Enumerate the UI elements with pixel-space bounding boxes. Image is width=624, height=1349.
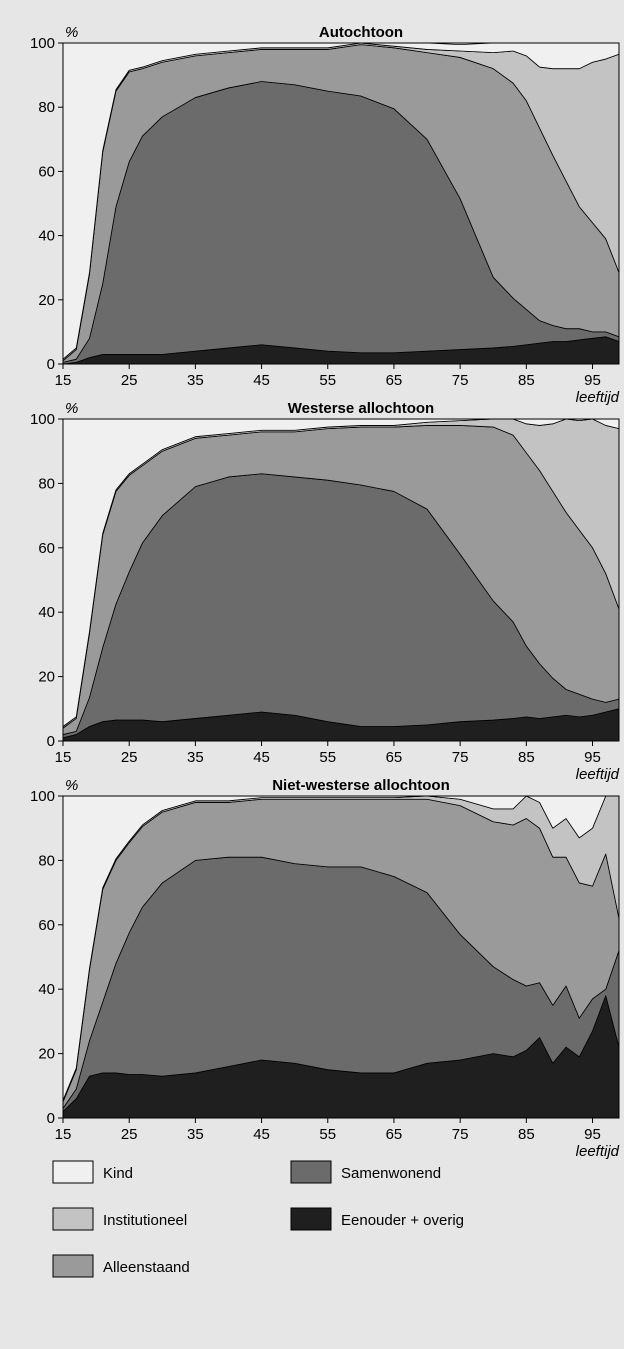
y-tick-label: 20 — [38, 1046, 55, 1063]
chart-title: Autochtoon — [319, 24, 403, 41]
x-tick-label: 15 — [55, 749, 72, 766]
legend-swatch — [290, 1207, 332, 1231]
x-tick-label: 25 — [121, 1126, 138, 1143]
y-tick-label: 40 — [38, 604, 55, 621]
x-tick-label: 65 — [386, 372, 403, 389]
x-tick-label: 45 — [253, 372, 270, 389]
chart-title: Westerse allochtoon — [288, 400, 434, 417]
x-tick-label: 65 — [386, 749, 403, 766]
x-tick-label: 55 — [319, 372, 336, 389]
chart-autochtoon: 0 20 40 60 80 100 15 25 35 45 55 65 75 85 95 Autochtoon… — [30, 24, 620, 406]
legend-item-kind: Kind — [52, 1160, 133, 1184]
chart-niet-westerse-allochtoon: 0 20 40 60 80 100 15 25 35 45 55 65 75 85 95 Niet-weste… — [30, 777, 620, 1160]
x-tick-label: 85 — [518, 1126, 535, 1143]
x-tick-label: 75 — [452, 372, 469, 389]
y-tick-label: 80 — [38, 475, 55, 492]
legend-swatch — [52, 1254, 94, 1278]
legend-label: Institutioneel — [103, 1212, 187, 1229]
legend-swatch — [52, 1160, 94, 1184]
plot-frame — [62, 42, 620, 365]
x-tick-label: 25 — [121, 372, 138, 389]
x-tick-label: 55 — [319, 1126, 336, 1143]
legend-label: Eenouder + overig — [341, 1212, 464, 1229]
y-tick-label: 80 — [38, 852, 55, 869]
y-tick-label: 60 — [38, 163, 55, 180]
legend: Kind Institutioneel Alleenstaand Samenwonen… — [52, 1160, 464, 1278]
x-tick-label: 25 — [121, 749, 138, 766]
y-tick-label: 40 — [38, 981, 55, 998]
legend-item-alleenstaand: Alleenstaand — [52, 1254, 190, 1278]
y-tick-label: 0 — [47, 1110, 55, 1127]
x-tick-label: 95 — [584, 1126, 601, 1143]
legend-label: Alleenstaand — [103, 1259, 190, 1276]
chart-westerse-allochtoon: 0 20 40 60 80 100 15 25 35 45 55 65 75 85 95 Westerse a… — [30, 400, 620, 783]
plot-frame — [62, 795, 620, 1119]
y-tick-label: 0 — [47, 733, 55, 750]
y-tick-label: 40 — [38, 228, 55, 245]
x-tick-label: 35 — [187, 749, 204, 766]
x-tick-label: 75 — [452, 749, 469, 766]
y-tick-label: 80 — [38, 99, 55, 116]
legend-item-samenwonend: Samenwonend — [290, 1160, 441, 1184]
x-tick-label: 75 — [452, 1126, 469, 1143]
x-tick-label: 95 — [584, 749, 601, 766]
legend-label: Samenwonend — [341, 1165, 441, 1182]
y-tick-label: 100 — [30, 35, 55, 52]
y-tick-label: 20 — [38, 292, 55, 309]
charts: 0 20 40 60 80 100 15 25 35 45 55 65 75 85 95 Autochtoon… — [30, 24, 620, 1160]
legend-swatch — [290, 1160, 332, 1184]
y-tick-label: 100 — [30, 411, 55, 428]
x-tick-label: 15 — [55, 1126, 72, 1143]
chart-title: Niet-westerse allochtoon — [272, 777, 450, 794]
y-tick-label: 20 — [38, 669, 55, 686]
plot-frame — [62, 418, 620, 742]
x-tick-label: 65 — [386, 1126, 403, 1143]
legend-swatch — [52, 1207, 94, 1231]
y-tick-label: 60 — [38, 917, 55, 934]
x-tick-label: 35 — [187, 1126, 204, 1143]
x-tick-label: 95 — [584, 372, 601, 389]
legend-label: Kind — [103, 1165, 133, 1182]
x-axis-label: leeftijd — [576, 389, 620, 406]
x-tick-label: 55 — [319, 749, 336, 766]
x-tick-label: 35 — [187, 372, 204, 389]
x-tick-label: 45 — [253, 1126, 270, 1143]
y-axis-unit: % — [65, 400, 78, 417]
x-tick-label: 45 — [253, 749, 270, 766]
y-axis-unit: % — [65, 24, 78, 41]
y-tick-label: 100 — [30, 788, 55, 805]
y-tick-label: 60 — [38, 540, 55, 557]
legend-item-institutioneel: Institutioneel — [52, 1207, 187, 1231]
y-axis-unit: % — [65, 777, 78, 794]
x-tick-label: 85 — [518, 372, 535, 389]
y-tick-label: 0 — [47, 356, 55, 373]
legend-item-eenouder-overig: Eenouder + overig — [290, 1207, 464, 1231]
x-axis-label: leeftijd — [576, 1143, 620, 1160]
x-axis-label: leeftijd — [576, 766, 620, 783]
x-tick-label: 85 — [518, 749, 535, 766]
x-tick-label: 15 — [55, 372, 72, 389]
